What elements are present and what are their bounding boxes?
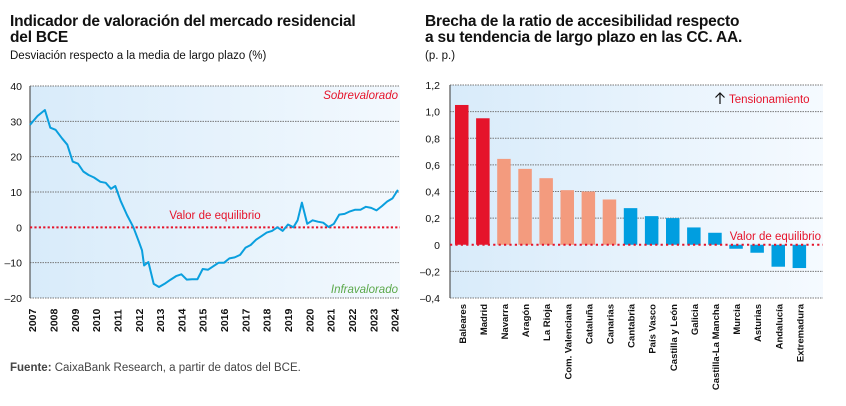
right-ytick-label: –0,2 xyxy=(420,266,440,278)
right-ytick-label: 0,8 xyxy=(425,133,440,145)
left-xtick-label: 2021 xyxy=(326,308,338,332)
source-text: CaixaBank Research, a partir de datos de… xyxy=(51,362,301,374)
bar-asturias xyxy=(750,244,764,253)
right-ytick-label: 0,6 xyxy=(425,160,440,172)
left-ytick-label: 0 xyxy=(16,222,22,234)
left-xtick-label: 2018 xyxy=(262,308,274,332)
bar-murcia xyxy=(729,244,743,249)
bar-la-rioja xyxy=(539,178,553,245)
bar-castilla-y-león xyxy=(666,218,680,245)
bar-andalucía xyxy=(771,244,785,267)
valuation-indicator-line xyxy=(29,109,399,288)
tension-label: Tensionamiento xyxy=(729,94,810,106)
category-label: Madrid xyxy=(479,304,490,335)
left-ytick-label: 30 xyxy=(10,116,22,128)
left-xtick-label: 2023 xyxy=(368,308,380,332)
category-label: Cataluña xyxy=(584,303,595,344)
left-ytick-label: 10 xyxy=(10,187,22,199)
left-xtick-label: 2007 xyxy=(27,308,39,332)
category-label: Galicia xyxy=(690,303,701,335)
source-note: Fuente: CaixaBank Research, a partir de … xyxy=(10,362,301,374)
right-chart-title: Brecha de la ratio de accesibilidad resp… xyxy=(425,14,742,46)
right-bar-chart: 1,2 1,0 0,8 0,6 0,4 0,2 0 –0,2 –0,4 Baleares Madr… xyxy=(420,80,823,390)
left-ytick-label: –20 xyxy=(4,293,22,305)
left-title-line1: Indicador de valoración del mercado resi… xyxy=(10,13,356,30)
category-label: Murcia xyxy=(732,303,743,334)
bar-cataluña xyxy=(581,191,596,245)
overvalued-label: Sobrevalorado xyxy=(323,90,398,102)
category-label: Cantabria xyxy=(627,303,638,348)
bar-canarias xyxy=(602,199,617,245)
right-ytick-label: –0,4 xyxy=(420,293,440,305)
arrow-up-icon xyxy=(715,92,725,104)
bar-madrid xyxy=(476,118,490,245)
left-chart-title: Indicador de valoración del mercado resi… xyxy=(10,14,356,46)
left-xtick-label: 2019 xyxy=(283,308,295,332)
right-title-line2: a su tendencia de largo plazo en las CC.… xyxy=(425,29,743,46)
left-title-line2: del BCE xyxy=(10,29,69,46)
category-label: Canarias xyxy=(605,304,616,344)
category-label: Castilla-La Mancha xyxy=(711,303,722,390)
left-xtick-label: 2020 xyxy=(304,308,316,332)
right-ytick-label: 1,2 xyxy=(425,80,440,92)
bar-galicia xyxy=(687,227,701,245)
category-label: Castilla y León xyxy=(669,304,680,371)
left-xtick-label: 2010 xyxy=(91,308,103,332)
bar-baleares xyxy=(455,104,469,245)
left-ytick-label: 40 xyxy=(10,81,22,93)
right-ytick-label: 0 xyxy=(434,240,440,252)
bar-navarra xyxy=(497,158,511,245)
left-xtick-label: 2009 xyxy=(70,308,82,332)
bar-aragón xyxy=(518,168,532,245)
bar-cantabria xyxy=(623,208,638,245)
category-label: País Vasco xyxy=(648,304,659,354)
right-ytick-label: 1,0 xyxy=(425,107,440,119)
right-ytick-label: 0,4 xyxy=(425,187,440,199)
category-label: Aragón xyxy=(521,304,532,337)
left-xtick-label: 2015 xyxy=(198,308,210,332)
category-label: Navarra xyxy=(500,303,511,339)
bar-castilla-la-mancha xyxy=(708,232,722,245)
right-chart-subtitle: (p. p.) xyxy=(425,50,456,62)
left-xtick-label: 2011 xyxy=(112,309,124,332)
category-label: Andalucía xyxy=(774,303,785,349)
left-xtick-label: 2016 xyxy=(219,308,231,332)
equilibrium-label-left: Valor de equilibrio xyxy=(169,210,260,222)
right-title-line1: Brecha de la ratio de accesibilidad resp… xyxy=(425,13,740,30)
source-label: Fuente: xyxy=(10,362,52,374)
left-xtick-label: 2008 xyxy=(48,308,60,332)
bar-extremadura xyxy=(792,244,807,269)
left-xtick-label: 2014 xyxy=(176,308,188,332)
bar-país-vasco xyxy=(644,216,659,245)
category-label: Com. Valenciana xyxy=(563,303,574,379)
left-xtick-label: 2017 xyxy=(240,308,252,332)
left-chart-subtitle: Desviación respecto a la media de largo … xyxy=(10,50,267,62)
left-ytick-label: 20 xyxy=(10,152,22,164)
bar-com-valenciana xyxy=(560,190,574,245)
left-xtick-label: 2013 xyxy=(155,308,167,332)
left-xtick-label: 2012 xyxy=(134,308,146,332)
equilibrium-label-right: Valor de equilibrio xyxy=(730,231,821,243)
category-label: Asturias xyxy=(753,304,764,342)
left-xtick-label: 2022 xyxy=(347,308,359,332)
undervalued-label: Infravalorado xyxy=(331,284,399,296)
left-xtick-label: 2024 xyxy=(390,308,402,332)
right-ytick-label: 0,2 xyxy=(425,213,440,225)
category-label: La Rioja xyxy=(542,303,553,341)
category-label: Extremadura xyxy=(795,303,806,362)
left-ytick-label: –10 xyxy=(4,258,22,270)
category-label: Baleares xyxy=(458,304,469,344)
